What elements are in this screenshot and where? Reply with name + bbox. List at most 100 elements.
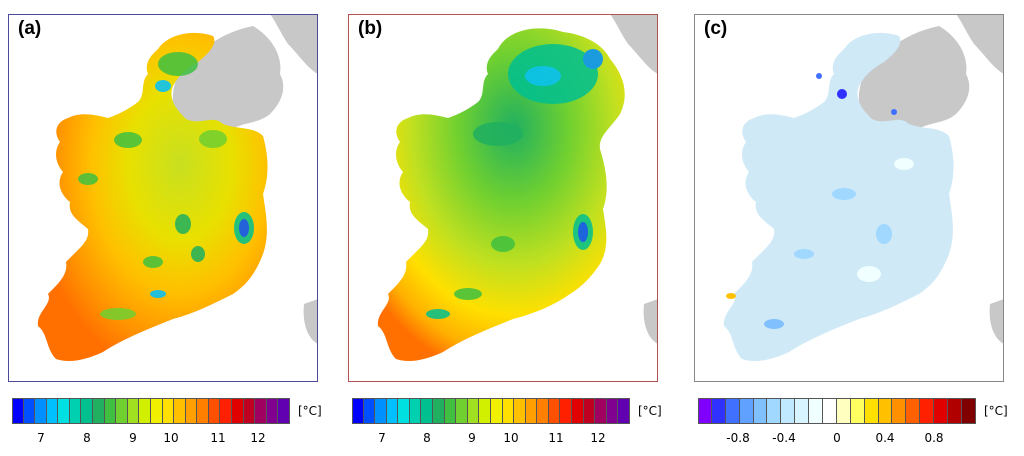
colorbar-swatch (711, 399, 726, 423)
colorbar-swatch (514, 399, 526, 423)
colorbar-swatch (231, 399, 244, 423)
colorbar-swatch (150, 399, 163, 423)
colorbar-tick: 10 (503, 431, 519, 445)
colorbar-swatch (739, 399, 754, 423)
colorbar-tick: 0.4 (875, 431, 895, 445)
colorbar-swatch (502, 399, 515, 423)
colorbar-swatch (208, 399, 221, 423)
panel-label-a: (a) (18, 18, 42, 39)
colorbar-tick: 8 (423, 431, 431, 445)
colorbar-swatch (618, 399, 630, 423)
colorbar-swatch (104, 399, 117, 423)
colorbar-swatch (12, 399, 24, 423)
colorbar-swatch (948, 399, 962, 423)
colorbar-swatch (595, 399, 607, 423)
terrain-cool-patches (78, 52, 254, 320)
colorbar-swatch (537, 399, 549, 423)
ireland-land (377, 28, 625, 362)
colorbar-swatch (548, 399, 561, 423)
scotland-land (956, 14, 1004, 74)
colorbar-a: [°C] 7 8 9 10 11 12 (12, 398, 322, 448)
colorbar-swatch (266, 399, 279, 423)
map-border-c (694, 14, 1004, 382)
colorbar-swatch (606, 399, 619, 423)
colorbar-tick: 11 (210, 431, 226, 445)
colorbar-c: [°C] -0.8 -0.4 0 0.4 0.8 (698, 398, 1008, 448)
colorbar-swatch (823, 399, 837, 423)
colorbar-swatch (836, 399, 851, 423)
colorbar-tick: -0.8 (726, 431, 750, 445)
panel-label-b: (b) (358, 18, 383, 39)
colorbar-swatch (409, 399, 422, 423)
colorbar-swatch (444, 399, 457, 423)
colorbar-swatch (386, 399, 399, 423)
colorbar-swatch (864, 399, 879, 423)
ireland-land (37, 32, 268, 362)
colorbar-swatch (398, 399, 410, 423)
colorbar-tick: 12 (250, 431, 266, 445)
terrain-cool-patches (426, 44, 603, 319)
colorbar-swatch (363, 399, 376, 423)
colorbar-swatch (220, 399, 232, 423)
colorbar-swatch (197, 399, 209, 423)
colorbar-unit-b: [°C] (638, 404, 662, 418)
colorbar-tick: 9 (129, 431, 137, 445)
panel-label-c: (c) (704, 18, 728, 39)
difference-patches (726, 73, 914, 329)
colorbar-tick: 7 (378, 431, 386, 445)
colorbar-tick: 7 (37, 431, 45, 445)
wales-land (643, 299, 658, 344)
colorbar-strip-a (12, 398, 290, 424)
colorbar-swatch (525, 399, 538, 423)
colorbar-unit-c: [°C] (984, 404, 1008, 418)
map-c-svg (694, 14, 1004, 382)
colorbar-strip-c (698, 398, 976, 424)
map-panel-b: (b) (348, 14, 658, 382)
colorbar-swatch (878, 399, 893, 423)
colorbar-swatch (920, 399, 935, 423)
colorbar-swatch (809, 399, 824, 423)
colorbar-swatch (961, 399, 976, 423)
colorbar-tick: 11 (548, 431, 564, 445)
colorbar-swatch (934, 399, 949, 423)
colorbar-swatch (278, 399, 290, 423)
map-panel-c: (c) (694, 14, 1004, 382)
colorbar-swatch (490, 399, 503, 423)
colorbar-swatch (571, 399, 584, 423)
colorbar-tick: 12 (590, 431, 606, 445)
colorbar-swatch (35, 399, 47, 423)
colorbar-swatch (421, 399, 434, 423)
colorbar-swatch (81, 399, 94, 423)
map-a-svg (8, 14, 318, 382)
colorbar-swatch (185, 399, 198, 423)
colorbar-swatch (375, 399, 387, 423)
colorbar-swatch (162, 399, 175, 423)
colorbar-swatch (583, 399, 596, 423)
colorbar-swatch (93, 399, 105, 423)
colorbar-swatch (433, 399, 445, 423)
colorbar-swatch (243, 399, 256, 423)
scotland-land (610, 14, 658, 74)
colorbar-swatch (174, 399, 186, 423)
colorbar-swatch (906, 399, 921, 423)
colorbar-tick: 9 (468, 431, 476, 445)
colorbar-swatch (69, 399, 82, 423)
colorbar-swatch (116, 399, 128, 423)
colorbar-swatch (892, 399, 907, 423)
colorbar-swatch (139, 399, 151, 423)
map-border-a (8, 14, 318, 382)
map-border-b (348, 14, 658, 382)
colorbar-tick: 0.8 (924, 431, 944, 445)
colorbar-tick: -0.4 (772, 431, 796, 445)
colorbar-swatch (255, 399, 267, 423)
wales-land (989, 299, 1004, 344)
colorbar-swatch (479, 399, 491, 423)
colorbar-swatch (560, 399, 572, 423)
map-panel-a: (a) (8, 14, 318, 382)
colorbar-strip-b (352, 398, 630, 424)
colorbar-swatch (781, 399, 796, 423)
map-b-svg (348, 14, 658, 382)
wales-land (303, 299, 318, 344)
colorbar-swatch (850, 399, 865, 423)
colorbar-swatch (352, 399, 364, 423)
